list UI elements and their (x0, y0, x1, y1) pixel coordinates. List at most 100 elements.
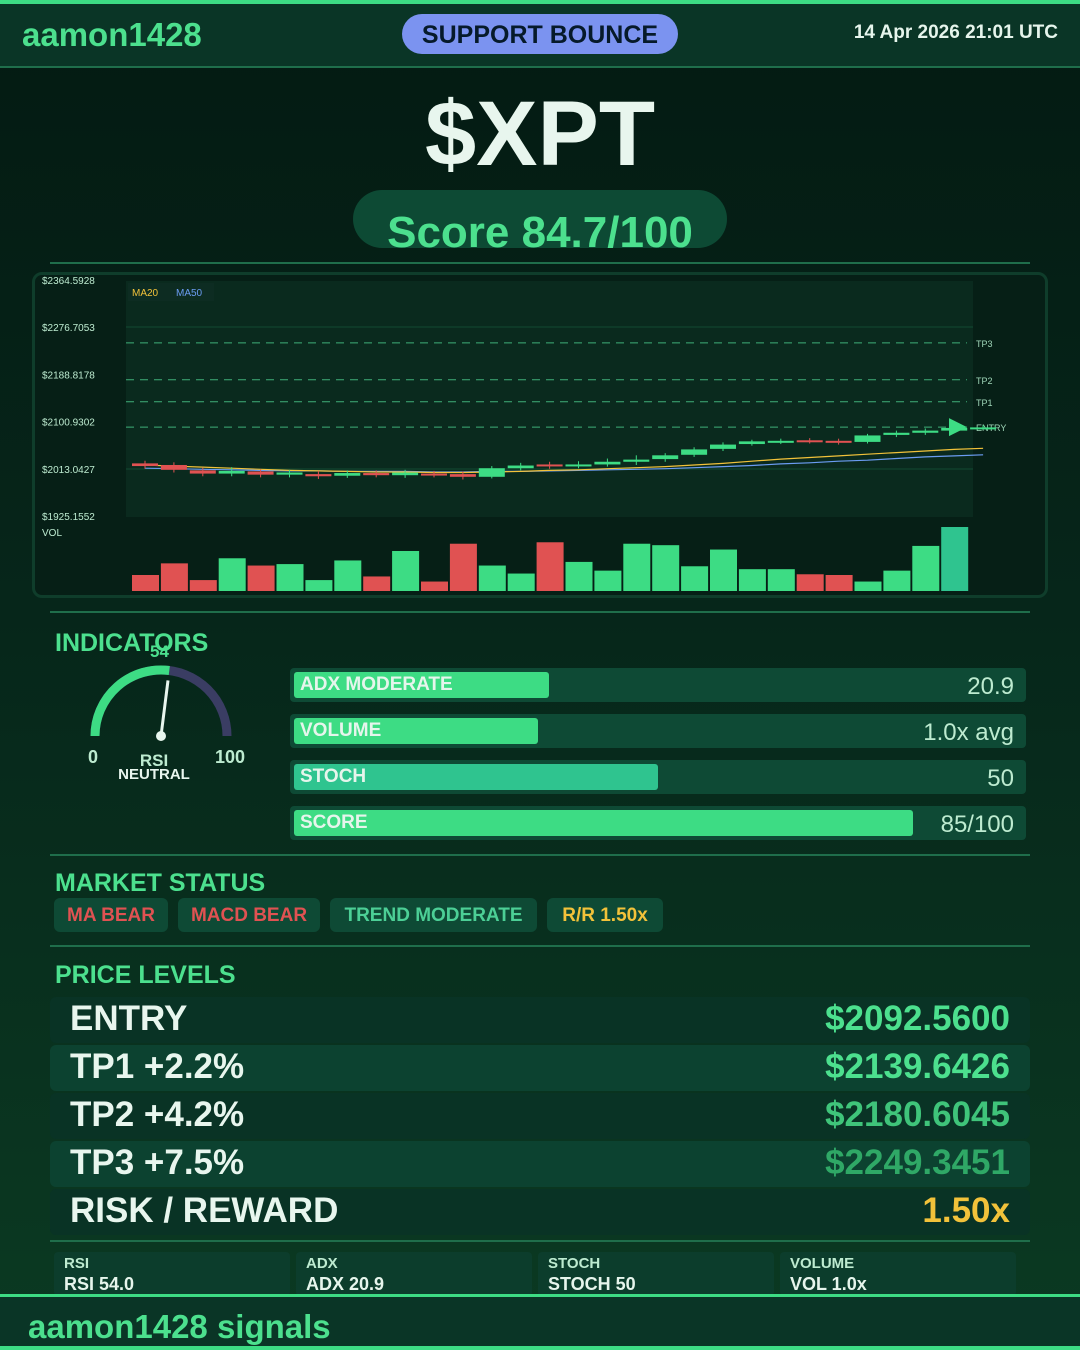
candle-body (883, 432, 910, 435)
legend-ma50: MA50 (176, 288, 203, 299)
adx-bar-value: 20.9 (967, 673, 1014, 700)
candle-body (189, 470, 216, 474)
level-row-tp1: TP1 +2.2% $2139.6426 (50, 1045, 1030, 1091)
candle-body (681, 449, 708, 455)
volume-bar (681, 566, 709, 591)
volume-bar (507, 573, 535, 591)
candle-body (970, 427, 997, 430)
divider (50, 262, 1030, 264)
stat-head: STOCH (548, 1255, 601, 1272)
gauge-max: 100 (215, 747, 245, 767)
indicators-title: INDICATORS (55, 629, 209, 657)
volume-bar (478, 565, 506, 591)
volume-bar (594, 570, 622, 591)
level-row-risk-reward: RISK / REWARD 1.50x (50, 1189, 1030, 1235)
volume-bar (796, 574, 824, 591)
level-value: $2139.6426 (825, 1047, 1010, 1086)
level-value: $2092.5600 (825, 999, 1010, 1038)
divider (50, 611, 1030, 613)
price-levels-title: PRICE LEVELS (55, 961, 236, 989)
candle-body (478, 468, 505, 477)
stat-value: RSI 54.0 (64, 1274, 135, 1294)
level-label-tp3: TP3 (976, 339, 993, 349)
volume-bar (767, 569, 795, 591)
market-status-title: MARKET STATUS (55, 869, 266, 897)
volume-bar-value: 1.0x avg (923, 719, 1014, 746)
candle-body (767, 440, 794, 443)
score-bar-label: SCORE (300, 812, 368, 833)
footer-brand: aamon1428 signals (28, 1308, 331, 1345)
volume-bar (854, 581, 882, 591)
level-value: 1.50x (922, 1191, 1010, 1230)
status-pill-ma: MA BEAR (54, 898, 168, 932)
level-label-tp2: TP2 (976, 376, 993, 386)
level-value: $2249.3451 (825, 1143, 1010, 1182)
price-chart: MA20 MA50 $2364.5928 $2276.7053 $2188.8178… (42, 276, 1006, 591)
candle-body (449, 474, 476, 477)
level-label: RISK / REWARD (70, 1191, 339, 1230)
score-bar-fill (294, 810, 913, 836)
divider (50, 1240, 1030, 1242)
stat-card-volume: VOLUME VOL 1.0x (780, 1252, 1016, 1296)
status-pill-rr: R/R 1.50x (547, 898, 663, 932)
stat-head: VOLUME (790, 1255, 855, 1272)
ma20-line (144, 447, 984, 474)
volume-bar (392, 551, 420, 591)
stat-value: ADX 20.9 (306, 1274, 385, 1294)
stat-card-rsi: RSI RSI 54.0 (54, 1252, 290, 1296)
volume-bar (449, 543, 477, 591)
candle-body (132, 463, 158, 467)
status-pill-trend: TREND MODERATE (330, 898, 537, 932)
footer-bar (0, 1294, 1080, 1350)
volume-bar (305, 580, 333, 591)
y-tick-label: $2364.5928 (42, 276, 95, 287)
volume-bar (218, 558, 246, 591)
candle-body (305, 474, 332, 477)
level-label: ENTRY (70, 999, 188, 1038)
candle-body (710, 444, 736, 449)
volume-bar (421, 581, 448, 591)
price-chart-panel: MA20 MA50 $2364.5928 $2276.7053 $2188.8178… (32, 272, 1048, 598)
y-tick-label: $1925.1552 (42, 512, 95, 523)
y-tick-label: $2276.7053 (42, 323, 95, 334)
volume-label: VOL (42, 528, 62, 539)
volume-bar: VOLUME 1.0x avg (290, 714, 1026, 748)
stat-head: RSI (64, 1255, 90, 1272)
stat-card-stoch: STOCH STOCH 50 (538, 1252, 774, 1296)
level-row-tp2: TP2 +4.2% $2180.6045 (50, 1093, 1030, 1139)
timestamp: 14 Apr 2026 21:01 UTC (853, 22, 1058, 43)
volume-bar (160, 563, 188, 591)
level-row-tp3: TP3 +7.5% $2249.3451 (50, 1141, 1030, 1187)
candle-body (652, 455, 679, 460)
legend-ma20: MA20 (132, 288, 159, 299)
gauge-min: 0 (88, 747, 98, 767)
candle-body (421, 473, 447, 476)
stat-card-adx: ADX ADX 20.9 (296, 1252, 532, 1296)
signal-badge: SUPPORT BOUNCE (402, 14, 678, 54)
stoch-bar-label: STOCH (300, 766, 367, 787)
candle-body (247, 471, 274, 475)
y-tick-label: $2013.0427 (42, 465, 95, 476)
ticker-symbol: $XPT (424, 83, 656, 185)
volume-bar (363, 576, 391, 591)
score-bar-value: 85/100 (940, 811, 1014, 838)
legend-box (128, 283, 214, 301)
entry-arrow-icon (949, 418, 967, 437)
volume-bar (623, 543, 651, 591)
gauge-state: NEUTRAL (118, 766, 190, 783)
volume-bar (189, 580, 217, 591)
stat-value: STOCH 50 (548, 1274, 636, 1294)
candle-body (334, 473, 361, 476)
gauge-pivot (156, 731, 166, 741)
adx-bar-label: ADX MODERATE (300, 674, 453, 695)
candle-body (536, 464, 563, 467)
volume-bar (912, 545, 940, 591)
candle-body (941, 427, 968, 431)
rsi-gauge: 54 0 100 RSI NEUTRAL (88, 642, 245, 783)
plot-area (126, 281, 973, 517)
divider (50, 945, 1030, 947)
volume-bar (652, 545, 680, 591)
volume-bar (738, 569, 766, 591)
gauge-name: RSI (140, 751, 168, 770)
level-row-entry: ENTRY $2092.5600 (50, 997, 1030, 1043)
